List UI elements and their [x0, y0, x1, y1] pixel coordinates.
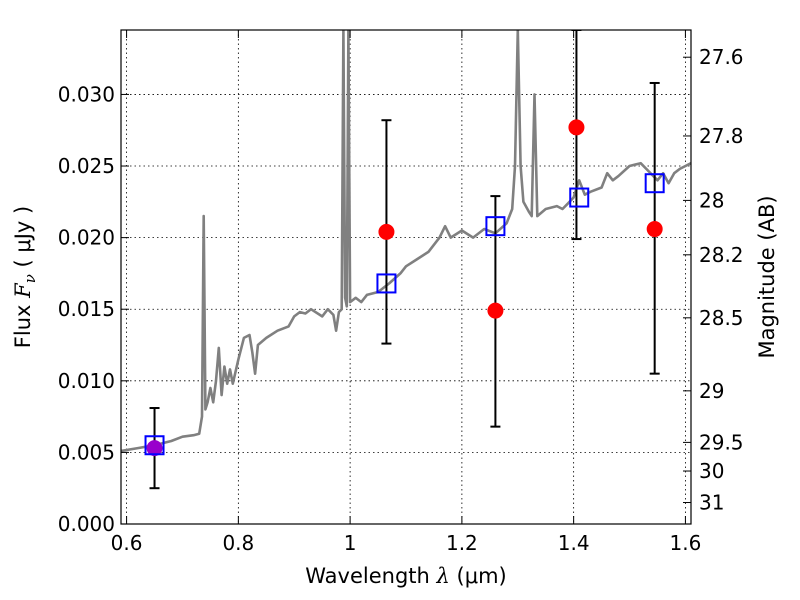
y-tick-label: 0.030: [58, 82, 115, 106]
y-tick-label: 0.015: [58, 297, 115, 321]
y2-tick-label: 28.5: [699, 306, 744, 330]
y-tick-label: 0.005: [58, 440, 115, 464]
x-axis-label-unit: (μm): [457, 564, 507, 588]
y2-tick-label: 30: [699, 459, 724, 483]
x-axis-label: Wavelength λ (μm): [305, 564, 506, 588]
y-axis-label-unit: ( μJy ): [11, 206, 35, 268]
y2-tick-label: 29: [699, 379, 724, 403]
model-flux-point: [376, 273, 397, 294]
y-tick-label: 0.025: [58, 154, 115, 178]
y2-tick-label: 27.8: [699, 124, 744, 148]
x-tick-label: 1.6: [670, 531, 702, 555]
observed-flux-point: [487, 302, 504, 319]
y-axis-label: Flux Fν ( μJy ): [11, 206, 39, 348]
y2-tick-label: 31: [699, 491, 724, 515]
markers: [144, 119, 665, 457]
y2-tick-label: 27.6: [699, 45, 744, 69]
x-tick-label: 1.4: [558, 531, 590, 555]
y-tick-label: 0.010: [58, 369, 115, 393]
y-axis-label-symbol: F: [11, 282, 35, 299]
right-axis-label: Magnitude (AB): [755, 195, 779, 358]
ticks: 0.6 0.8 1 1.2 1.4 1.6 0.000 0.005 0.010 0.015 0.02…: [58, 30, 744, 555]
observed-flux-point: [146, 440, 163, 457]
observed-flux-point: [646, 221, 663, 238]
x-tick-label: 1.2: [446, 531, 478, 555]
y2-tick-label: 29.5: [699, 430, 744, 454]
y-axis-label-sub: ν: [21, 274, 39, 283]
sed-model-layer: [121, 30, 691, 453]
y2-tick-label: 28.2: [699, 243, 744, 267]
x-tick-label: 1: [344, 531, 357, 555]
x-axis-label-prefix: Wavelength: [305, 564, 430, 588]
plot-background: [121, 30, 691, 524]
x-tick-label: 0.8: [222, 531, 254, 555]
x-tick-label: 0.6: [111, 531, 143, 555]
model-flux-point: [644, 173, 665, 194]
observed-flux-point: [568, 119, 585, 136]
x-axis-label-symbol: λ: [436, 564, 450, 588]
model-flux-point: [485, 216, 506, 237]
y-axis-label-prefix: Flux: [11, 305, 35, 349]
y-tick-label: 0.020: [58, 226, 115, 250]
y-tick-label: 0.000: [58, 512, 115, 536]
model-flux-point: [569, 187, 590, 208]
model-flux-point: [144, 435, 165, 456]
y2-tick-label: 28: [699, 188, 724, 212]
plot-frame: [120, 29, 692, 525]
sed-model-curve: [121, 30, 691, 453]
observed-flux-point: [378, 223, 395, 240]
